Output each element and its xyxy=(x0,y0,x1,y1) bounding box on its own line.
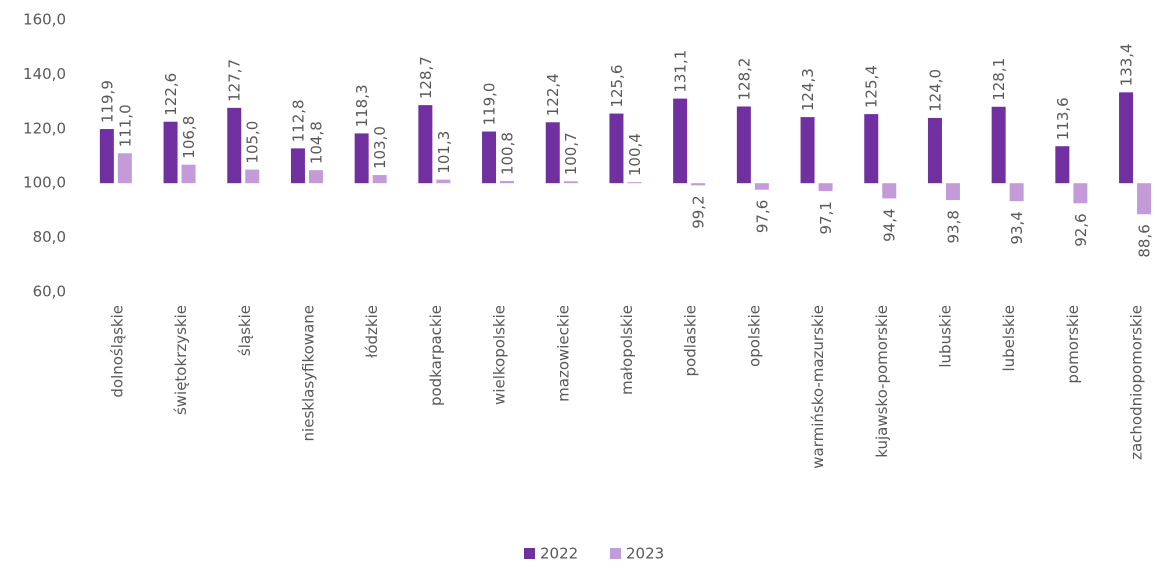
bar xyxy=(927,117,942,184)
bar xyxy=(181,164,196,184)
value-label: 93,4 xyxy=(1008,211,1026,244)
value-label: 128,7 xyxy=(417,56,435,99)
bar xyxy=(864,114,879,184)
x-tick-label: dolnośląskie xyxy=(108,305,126,398)
bar xyxy=(673,98,688,184)
bar xyxy=(882,183,897,199)
value-label: 125,4 xyxy=(863,65,881,108)
x-tick-label: małopolskie xyxy=(618,305,636,395)
y-tick-label: 100,0 xyxy=(23,174,66,192)
value-label: 105,0 xyxy=(244,121,262,164)
bar xyxy=(372,175,387,184)
y-tick-label: 140,0 xyxy=(23,65,66,83)
value-label: 101,3 xyxy=(435,131,453,174)
legend-swatch xyxy=(524,548,535,559)
value-label: 119,0 xyxy=(481,83,499,126)
bar xyxy=(1137,183,1152,215)
value-label: 113,6 xyxy=(1054,97,1072,140)
x-tick-label: śląskie xyxy=(236,305,254,356)
bar xyxy=(1119,92,1134,184)
bar xyxy=(800,117,815,184)
y-tick-label: 80,0 xyxy=(33,228,66,246)
bar xyxy=(1055,146,1070,184)
bar xyxy=(227,107,242,184)
value-label: 122,6 xyxy=(162,73,180,116)
x-tick-label: wielkopolskie xyxy=(491,305,509,405)
x-tick-label: lubelskie xyxy=(1000,305,1018,372)
value-label: 125,6 xyxy=(608,65,626,108)
value-label: 128,1 xyxy=(990,58,1008,101)
bar xyxy=(290,148,305,184)
value-label: 100,4 xyxy=(626,133,644,176)
x-tick-label: świętokrzyskie xyxy=(172,305,190,415)
x-tick-label: zachodniopomorskie xyxy=(1128,305,1146,460)
bar xyxy=(563,181,578,184)
bar xyxy=(545,122,560,184)
bar xyxy=(245,169,260,184)
bar xyxy=(482,131,497,184)
bar xyxy=(627,182,642,184)
value-label: 106,8 xyxy=(180,116,198,159)
value-label: 94,4 xyxy=(881,208,899,241)
value-label: 99,2 xyxy=(690,195,708,228)
legend-swatch xyxy=(610,548,621,559)
x-tick-label: opolskie xyxy=(745,305,763,367)
x-tick-label: warmińsko-mazurskie xyxy=(809,305,827,469)
value-label: 119,9 xyxy=(98,80,116,123)
legend-label: 2022 xyxy=(540,545,578,563)
value-label: 111,0 xyxy=(116,104,134,147)
x-tick-label: pomorskie xyxy=(1064,305,1082,384)
x-tick-label: lubuskie xyxy=(936,305,954,368)
bar xyxy=(163,121,178,184)
bar xyxy=(117,153,132,184)
x-tick-label: łódzkie xyxy=(363,305,381,358)
value-label: 104,8 xyxy=(307,121,325,164)
x-tick-label: mazowieckie xyxy=(554,305,572,402)
legend-label: 2023 xyxy=(626,545,664,563)
bar xyxy=(436,179,451,184)
value-label: 93,8 xyxy=(944,210,962,243)
value-label: 92,6 xyxy=(1072,213,1090,246)
bar xyxy=(500,181,515,184)
bar xyxy=(354,133,369,184)
bar xyxy=(691,183,706,186)
y-tick-label: 120,0 xyxy=(23,119,66,137)
y-tick-label: 160,0 xyxy=(23,11,66,29)
value-label: 122,4 xyxy=(544,73,562,116)
bar xyxy=(609,113,624,184)
bar xyxy=(754,183,769,190)
x-tick-label: kujawsko-pomorskie xyxy=(873,305,891,458)
value-label: 100,8 xyxy=(499,132,517,175)
value-label: 97,6 xyxy=(753,200,771,233)
value-label: 118,3 xyxy=(353,84,371,127)
value-label: 133,4 xyxy=(1118,43,1136,86)
bar xyxy=(308,170,323,184)
bar xyxy=(1073,183,1088,204)
y-tick-label: 60,0 xyxy=(33,283,66,301)
bar xyxy=(945,183,960,201)
value-label: 124,0 xyxy=(926,69,944,112)
value-label: 88,6 xyxy=(1136,224,1154,257)
bar xyxy=(1009,183,1024,202)
value-label: 100,7 xyxy=(562,132,580,175)
x-tick-label: podkarpackie xyxy=(427,305,445,406)
x-tick-label: podlaskie xyxy=(682,305,700,376)
value-label: 124,3 xyxy=(799,68,817,111)
value-label: 131,1 xyxy=(672,50,690,93)
bar xyxy=(418,105,433,184)
bar xyxy=(736,106,751,184)
value-label: 127,7 xyxy=(226,59,244,102)
bar xyxy=(991,106,1006,184)
x-tick-label: niesklasyfikowane xyxy=(299,305,317,441)
bar xyxy=(99,129,114,184)
value-label: 97,1 xyxy=(817,201,835,234)
value-label: 103,0 xyxy=(371,126,389,169)
value-label: 112,8 xyxy=(289,99,307,142)
bar xyxy=(818,183,833,192)
value-label: 128,2 xyxy=(735,58,753,101)
